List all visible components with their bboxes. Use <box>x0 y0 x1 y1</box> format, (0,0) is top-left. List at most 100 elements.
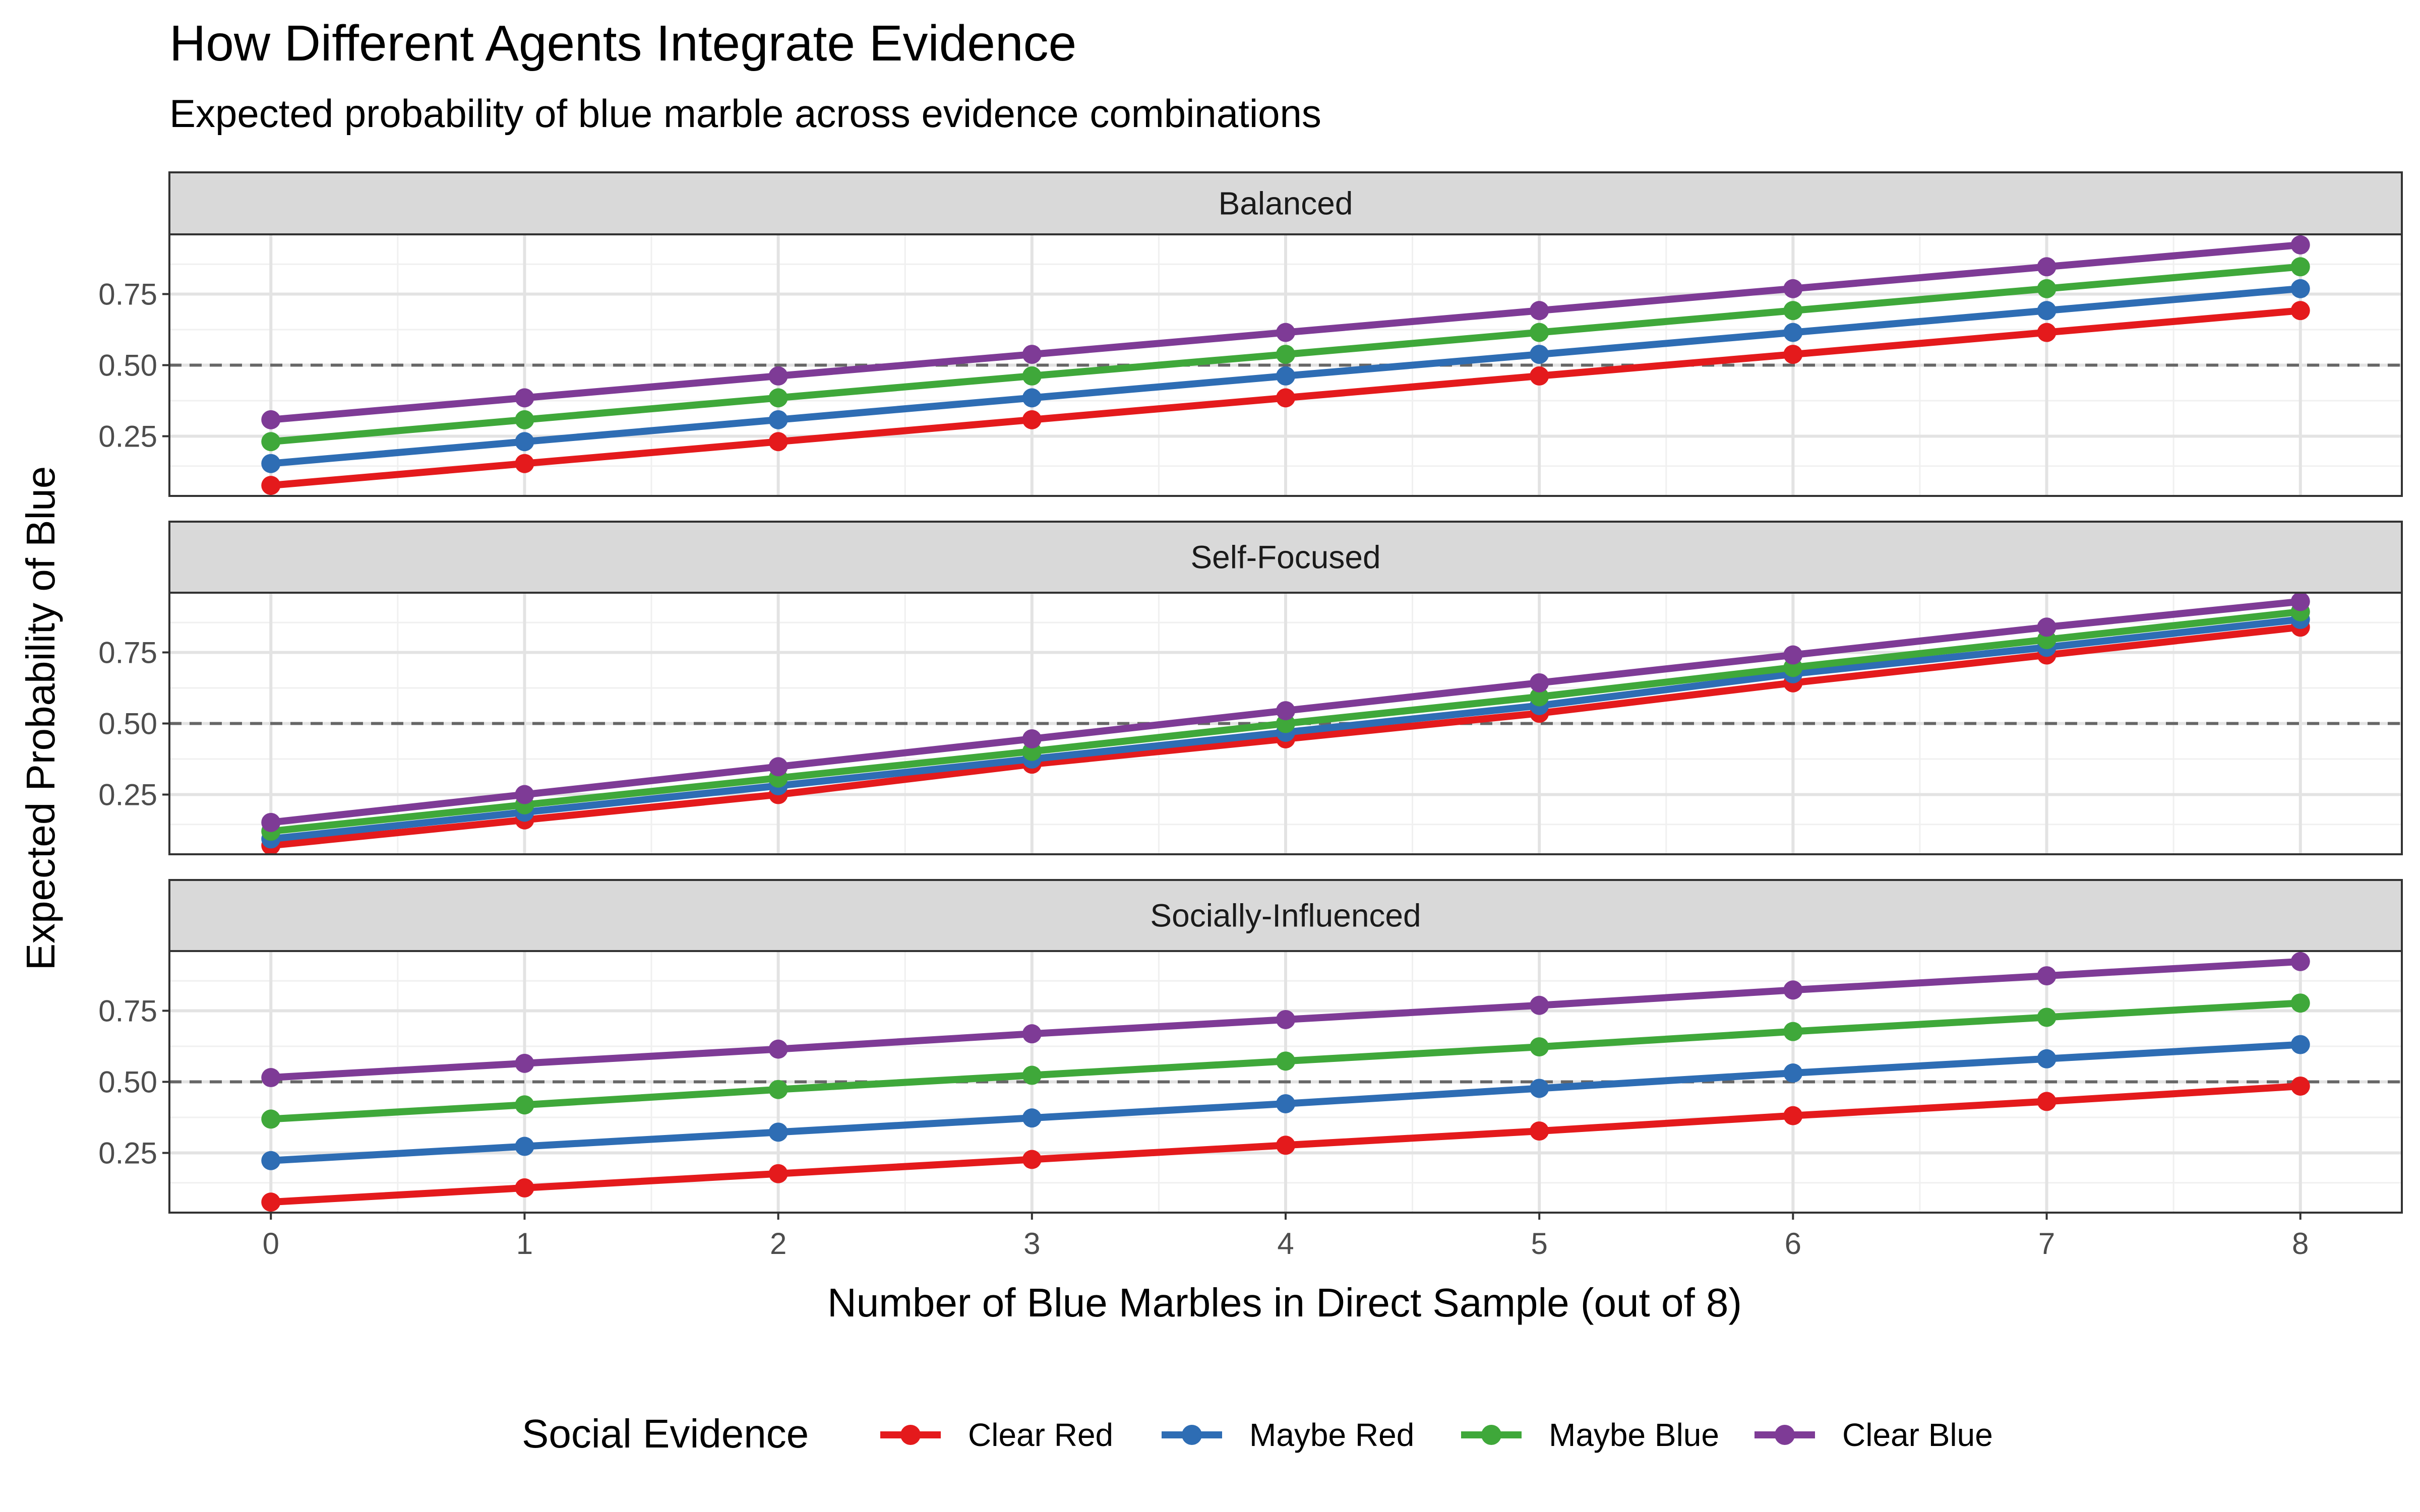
data-point <box>2037 1007 2056 1027</box>
legend-label: Maybe Red <box>1249 1417 1414 1453</box>
legend-key-point <box>900 1425 921 1445</box>
data-point <box>1022 729 1042 748</box>
data-point <box>768 757 788 777</box>
data-point <box>2290 257 2310 277</box>
data-point <box>1276 323 1295 342</box>
data-point <box>261 1151 281 1170</box>
data-point <box>1022 345 1042 364</box>
legend-item-clear-blue: Clear Blue <box>1754 1417 1993 1453</box>
data-point <box>261 1192 281 1212</box>
data-point <box>2290 301 2310 321</box>
x-axis: 0 1 2 3 4 5 6 7 8 <box>263 1213 2309 1261</box>
data-point <box>1276 1136 1295 1155</box>
data-point <box>1783 1106 1803 1125</box>
data-point <box>1530 366 1549 386</box>
data-point <box>261 410 281 429</box>
data-point <box>1783 1022 1803 1041</box>
data-point <box>1530 323 1549 342</box>
data-point <box>2290 952 2310 971</box>
facet-strip-label: Self-Focused <box>1190 539 1380 576</box>
data-point <box>1783 301 1803 321</box>
data-point <box>515 388 534 408</box>
data-point <box>1276 1010 1295 1029</box>
data-point <box>515 785 534 804</box>
data-point <box>261 1068 281 1088</box>
series-clear-red <box>261 301 2310 495</box>
data-point <box>2290 1035 2310 1054</box>
data-point <box>1022 1065 1042 1085</box>
facet-strip-label: Socially-Influenced <box>1150 898 1421 934</box>
facet-strip-label: Balanced <box>1219 185 1353 222</box>
data-point <box>2037 279 2056 298</box>
panel-border <box>168 233 2403 497</box>
legend-item-maybe-blue: Maybe Blue <box>1461 1417 1719 1453</box>
data-point <box>768 1039 788 1059</box>
data-point <box>1783 279 1803 298</box>
data-point <box>768 1080 788 1099</box>
data-point <box>2290 592 2310 611</box>
data-point <box>1022 388 1042 408</box>
x-tick-label: 3 <box>1023 1227 1040 1261</box>
data-point <box>515 432 534 452</box>
panel-socially-influenced: Socially-Influenced 0.25 0.50 0.75 <box>98 879 2403 1214</box>
x-tick-label: 4 <box>1277 1227 1294 1261</box>
x-tick-label: 5 <box>1531 1227 1547 1261</box>
chart-title: How Different Agents Integrate Evidence <box>169 15 1076 72</box>
data-point <box>515 410 534 429</box>
data-point <box>515 1137 534 1156</box>
series-clear-blue <box>261 952 2310 1088</box>
x-tick-label: 7 <box>2038 1227 2055 1261</box>
data-point <box>261 432 281 452</box>
series-maybe-red <box>261 1035 2310 1170</box>
y-tick-label: 0.50 <box>98 349 157 383</box>
data-point <box>2037 1049 2056 1068</box>
data-point <box>2037 1092 2056 1111</box>
y-tick-label: 0.75 <box>98 636 157 669</box>
data-point <box>1783 323 1803 342</box>
legend-key-point <box>1775 1425 1795 1445</box>
series-clear-blue <box>261 235 2310 429</box>
data-point <box>1783 645 1803 665</box>
data-point <box>768 432 788 452</box>
legend-key-point <box>1481 1425 1501 1445</box>
data-point <box>768 366 788 386</box>
x-tick-label: 2 <box>770 1227 786 1261</box>
data-point <box>1530 1037 1549 1057</box>
data-point <box>1022 1150 1042 1169</box>
data-point <box>768 1122 788 1142</box>
data-point <box>1530 345 1549 364</box>
data-point <box>2037 966 2056 986</box>
data-point <box>768 1164 788 1183</box>
data-point <box>1530 301 1549 321</box>
data-point <box>1276 345 1295 364</box>
series-maybe-red <box>261 279 2310 473</box>
data-point <box>1783 980 1803 1000</box>
data-point <box>261 454 281 473</box>
data-point <box>1783 1063 1803 1083</box>
data-point <box>1276 366 1295 386</box>
data-point <box>261 812 281 832</box>
facet-strip <box>168 171 2403 235</box>
series-clear-red <box>261 1076 2310 1212</box>
legend-item-clear-red: Clear Red <box>880 1417 1113 1453</box>
data-point <box>1783 345 1803 364</box>
data-point <box>2290 1076 2310 1096</box>
x-tick-label: 8 <box>2292 1227 2309 1261</box>
panel-border <box>168 592 2403 855</box>
data-point <box>2037 257 2056 277</box>
data-point <box>2037 617 2056 637</box>
y-tick-label: 0.25 <box>98 420 157 454</box>
legend-label: Maybe Blue <box>1549 1417 1719 1453</box>
data-point <box>2037 323 2056 342</box>
data-point <box>768 388 788 408</box>
chart-subtitle: Expected probability of blue marble acro… <box>169 91 1321 136</box>
y-tick-label: 0.25 <box>98 1137 157 1170</box>
data-point <box>515 1053 534 1073</box>
data-point <box>1530 1079 1549 1098</box>
data-point <box>515 1178 534 1198</box>
data-point <box>1022 410 1042 429</box>
data-point <box>261 1109 281 1129</box>
data-point <box>1530 673 1549 692</box>
data-point <box>2290 279 2310 298</box>
